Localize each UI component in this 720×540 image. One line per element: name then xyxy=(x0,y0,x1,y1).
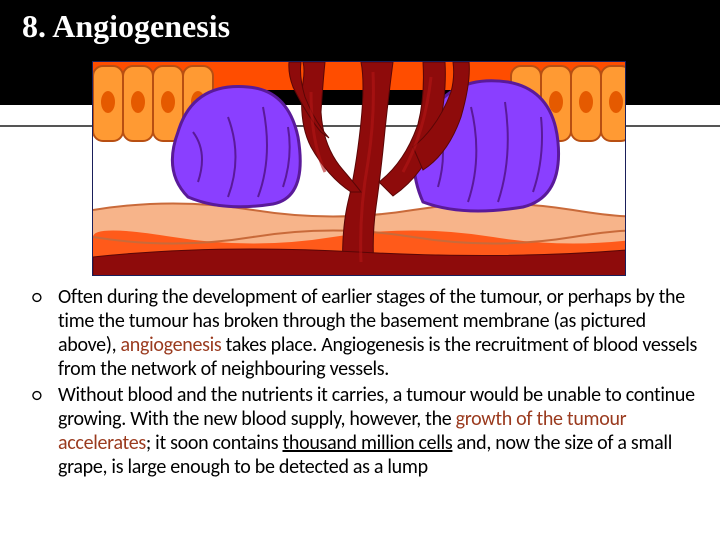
bullet-list: ○ Often during the development of earlie… xyxy=(30,285,700,481)
keyword: angiogenesis xyxy=(121,333,222,357)
underlined-term: thousand million cells xyxy=(282,431,452,455)
bullet-marker-icon: ○ xyxy=(30,383,58,407)
angiogenesis-figure xyxy=(92,61,626,276)
bullet-item: ○ Without blood and the nutrients it car… xyxy=(30,383,700,479)
slide-title: 8. Angiogenesis xyxy=(22,8,698,45)
bullet-item: ○ Often during the development of earlie… xyxy=(30,285,700,381)
bullet-text: Without blood and the nutrients it carri… xyxy=(58,383,700,479)
bullet-text: Often during the development of earlier … xyxy=(58,285,700,381)
bullet-marker-icon: ○ xyxy=(30,285,58,309)
